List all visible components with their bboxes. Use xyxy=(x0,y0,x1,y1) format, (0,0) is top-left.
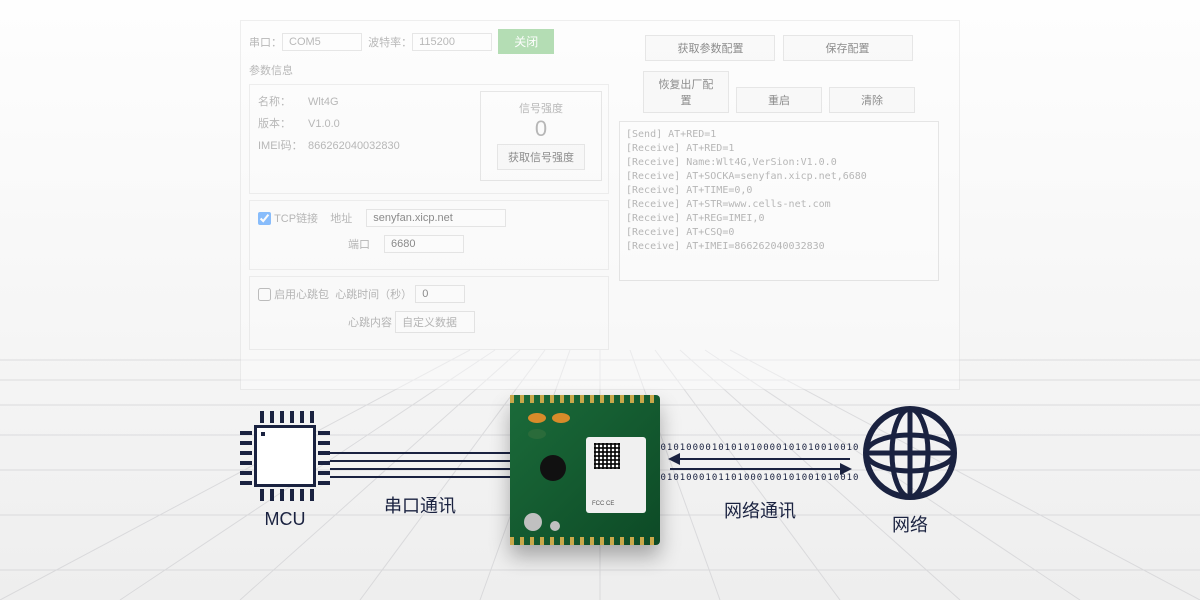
hb-type-label: 心跳内容 xyxy=(348,314,392,330)
hb-time-label: 心跳时间（秒） xyxy=(335,286,412,302)
log-line: [Receive] AT+SOCKA=senyfan.xicp.net,6680 xyxy=(626,170,932,184)
heartbeat-label: 启用心跳包 xyxy=(274,286,329,302)
imei-value: 866262040032830 xyxy=(308,140,400,152)
log-line: [Receive] AT+RED=1 xyxy=(626,142,932,156)
get-config-button[interactable]: 获取参数配置 xyxy=(645,35,775,61)
network-link: 0101000010101010000101010010010 01010001… xyxy=(660,417,860,523)
port-input[interactable] xyxy=(384,235,464,253)
save-config-button[interactable]: 保存配置 xyxy=(783,35,913,61)
imei-label: IMEI码： xyxy=(258,137,308,153)
log-line: [Receive] Name:Wlt4G,VerSion:V1.0.0 xyxy=(626,156,932,170)
baud-select[interactable]: 115200 xyxy=(412,33,492,51)
tcp-label: TCP链接 xyxy=(274,210,318,226)
binary-bottom: 0101000101101000100101001010010 xyxy=(660,473,860,483)
globe-icon xyxy=(860,403,960,503)
addr-label: 地址 xyxy=(330,210,366,226)
log-line: [Receive] AT+REG=IMEI,0 xyxy=(626,212,932,226)
serial-select[interactable]: COM5 xyxy=(282,33,362,51)
signal-label: 信号强度 xyxy=(495,100,587,116)
version-value: V1.0.0 xyxy=(308,118,340,130)
pcb-node: FCC CE xyxy=(510,395,660,545)
param-title: 参数信息 xyxy=(249,62,609,78)
hb-time-input[interactable] xyxy=(415,285,465,303)
factory-button[interactable]: 恢复出厂配置 xyxy=(643,71,729,113)
version-label: 版本： xyxy=(258,115,308,131)
port-label: 端口 xyxy=(348,236,384,252)
close-button[interactable]: 关闭 xyxy=(498,29,554,54)
serial-link: 串口通讯 xyxy=(330,422,510,518)
mcu-chip-icon xyxy=(240,411,330,501)
log-box: [Send] AT+RED=1 [Receive] AT+RED=1 [Rece… xyxy=(619,121,939,281)
globe-label: 网络 xyxy=(892,511,928,537)
mcu-label: MCU xyxy=(265,509,306,530)
log-line: [Send] AT+RED=1 xyxy=(626,128,932,142)
tcp-checkbox[interactable] xyxy=(258,212,271,225)
signal-button[interactable]: 获取信号强度 xyxy=(497,144,585,170)
serial-label: 串口： xyxy=(249,34,282,50)
addr-input[interactable] xyxy=(366,209,506,227)
reboot-button[interactable]: 重启 xyxy=(736,87,822,113)
signal-value: 0 xyxy=(495,116,587,142)
name-label: 名称： xyxy=(258,93,308,109)
log-line: [Receive] AT+IMEI=866262040032830 xyxy=(626,240,932,254)
hb-type-select[interactable]: 自定义数据 xyxy=(395,311,475,333)
heartbeat-checkbox[interactable] xyxy=(258,288,271,301)
baud-label: 波特率： xyxy=(368,34,412,50)
clear-button[interactable]: 清除 xyxy=(829,87,915,113)
config-window: 串口： COM5 波特率： 115200 关闭 参数信息 名称：Wlt4G 版本… xyxy=(240,20,960,390)
log-line: [Receive] AT+CSQ=0 xyxy=(626,226,932,240)
mcu-node: MCU xyxy=(240,411,330,530)
pcb-module-icon: FCC CE xyxy=(510,395,660,545)
globe-node: 网络 xyxy=(860,403,960,537)
architecture-diagram: MCU 串口通讯 FCC CE xyxy=(0,370,1200,570)
log-line: [Receive] AT+TIME=0,0 xyxy=(626,184,932,198)
name-value: Wlt4G xyxy=(308,96,339,108)
log-line: [Receive] AT+STR=www.cells-net.com xyxy=(626,198,932,212)
